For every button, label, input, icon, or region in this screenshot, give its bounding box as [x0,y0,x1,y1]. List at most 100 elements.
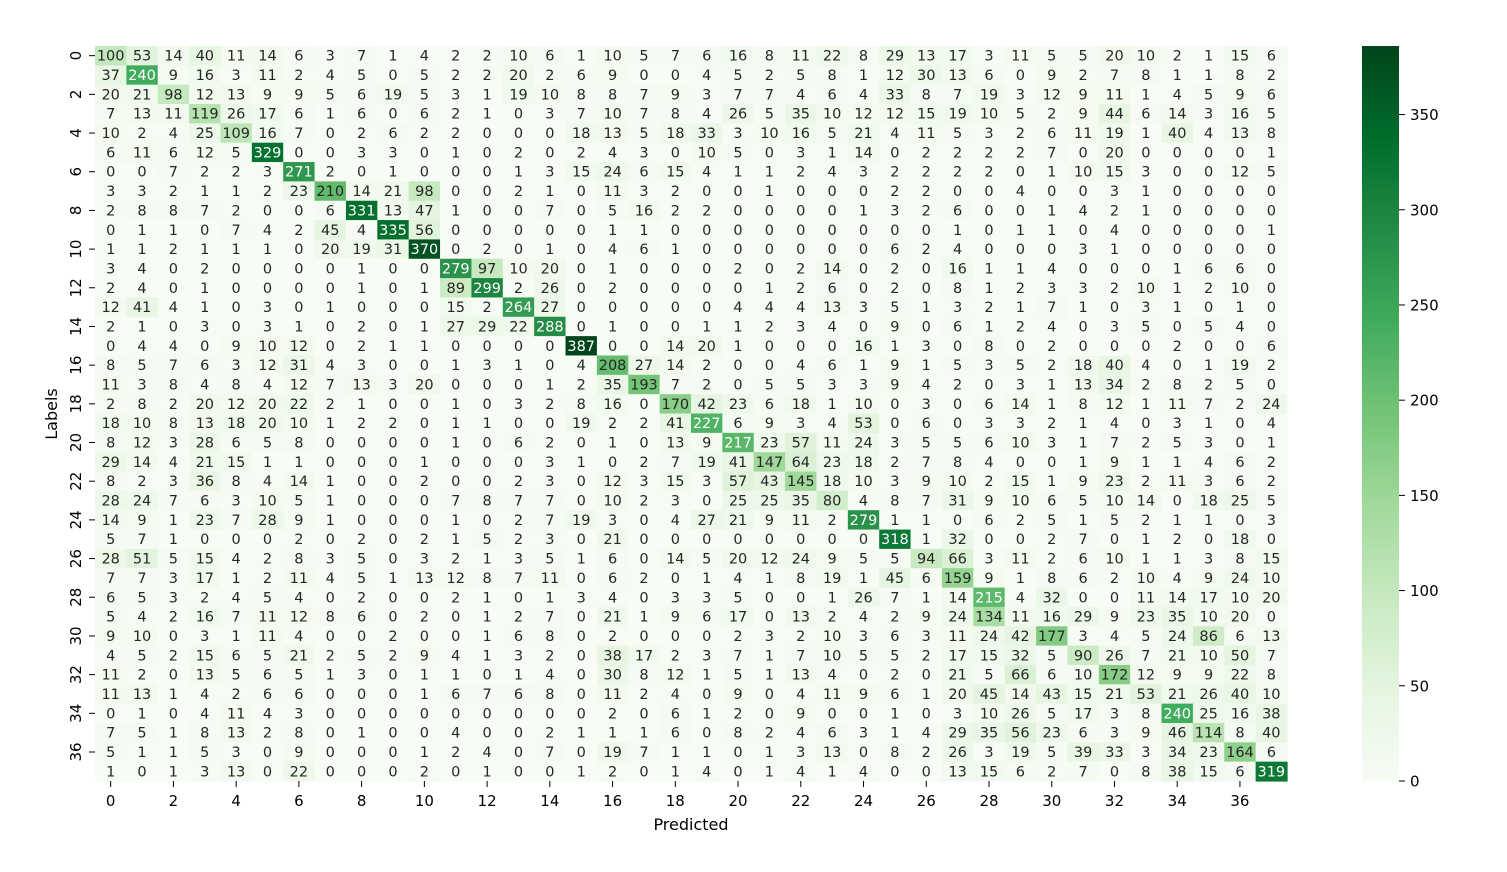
heatmap-cell [816,606,849,627]
heatmap-cell-value: 0 [671,145,680,161]
heatmap-cell-value: 4 [859,610,868,626]
heatmap-cell-value: 0 [577,474,586,490]
heatmap-cell [157,568,190,589]
heatmap-cell-value: 0 [1173,203,1182,219]
heatmap-cell-value: 31 [384,242,402,258]
heatmap-cell [1130,258,1163,279]
heatmap-cell-value: 335 [379,223,407,239]
heatmap-cell-value: 0 [232,319,241,335]
heatmap-cell [753,548,786,569]
heatmap-cell-value: 14 [352,184,370,200]
x-tick-label: 22 [791,792,810,810]
heatmap-cell [659,239,692,260]
heatmap-cell [973,200,1006,221]
heatmap-cell [879,413,912,434]
heatmap-cell [1004,452,1037,473]
heatmap-cell [1255,510,1288,531]
heatmap-cell-value: 2 [1173,532,1182,548]
heatmap-cell [157,606,190,627]
heatmap-cell [628,46,661,66]
heatmap-cell-value: 3 [514,552,523,568]
heatmap-cell-value: 2 [169,610,178,626]
heatmap-cell-value: 2 [106,319,115,335]
x-tick-label: 0 [106,792,116,810]
heatmap-cell [722,374,755,395]
y-tick-label: 20 [67,433,85,452]
heatmap-cell-value: 10 [1105,552,1123,568]
heatmap-cell [847,374,880,395]
heatmap-cell-value: 1 [765,764,774,780]
heatmap-cell [95,490,127,511]
x-axis-ticks: 0 2 4 6 8 10 12 14 16 18 20 22 24 26 28 30 32 34 36 [106,781,1249,810]
heatmap-cell [722,684,755,705]
heatmap-cell-value: 2 [953,165,962,181]
heatmap-cell [1036,606,1069,627]
heatmap-cell-value: 0 [326,436,335,452]
heatmap-cell-value: 4 [608,242,617,258]
heatmap-cell-value: 10 [980,107,998,123]
heatmap-cell-value: 1 [482,764,491,780]
heatmap-cell-value: 0 [577,184,586,200]
heatmap-cell [1161,200,1194,221]
heatmap-cell [565,490,598,511]
heatmap-cell [157,529,190,550]
heatmap-cell [753,742,786,763]
heatmap-cell-value: 0 [482,668,491,684]
heatmap-cell-value: 9 [828,552,837,568]
heatmap-cell-value: 1 [1267,223,1276,239]
heatmap-cell [596,490,629,511]
heatmap-cell-value: 13 [227,726,245,742]
heatmap-cell-value: 2 [1235,397,1244,413]
heatmap-cell [377,297,410,318]
heatmap-cell-value: 0 [451,610,460,626]
heatmap-cell-value: 0 [702,532,711,548]
heatmap-cell [502,413,535,434]
heatmap-cell-value: 33 [1105,745,1123,761]
heatmap-cell [408,123,441,144]
heatmap-cell [95,413,127,434]
heatmap-cell [1192,200,1225,221]
heatmap-cell [283,297,316,318]
heatmap-cell-value: 34 [1168,745,1186,761]
heatmap-cell [596,510,629,531]
heatmap-cell [659,626,692,647]
heatmap-cell-value: 4 [796,687,805,703]
heatmap-cell [941,432,974,453]
heatmap-cell-value: 215 [975,590,1003,606]
heatmap-cell [816,529,849,550]
heatmap-cell [879,742,912,763]
heatmap-cell-value: 6 [1141,107,1150,123]
heatmap-cell-value: 90 [1074,648,1092,664]
heatmap-cell-value: 2 [890,455,899,471]
heatmap-cell [1036,722,1069,743]
heatmap-cell [659,568,692,589]
heatmap-cell-value: 11 [1011,49,1029,65]
heatmap-cell [1161,684,1194,705]
heatmap-cell-value: 0 [1173,242,1182,258]
heatmap-cell [345,297,378,318]
heatmap-cell-value: 2 [922,203,931,219]
heatmap-cell [659,374,692,395]
heatmap-cell [534,374,567,395]
heatmap-cell-value: 2 [1267,474,1276,490]
heatmap-cell-value: 2 [545,397,554,413]
heatmap-cell [471,568,504,589]
heatmap-cell-value: 5 [200,745,209,761]
heatmap-cell-value: 19 [1231,358,1249,374]
heatmap-cell-value: 11 [1011,610,1029,626]
heatmap-cell-value: 0 [388,358,397,374]
heatmap-cell-value: 45 [980,687,998,703]
heatmap-cell [345,490,378,511]
heatmap-cell [471,220,504,241]
heatmap-cell [753,258,786,279]
heatmap-cell [1192,297,1225,318]
heatmap-cell [691,761,723,782]
heatmap-cell [1192,46,1225,66]
heatmap-cell-value: 5 [357,571,366,587]
heatmap-cell [816,626,849,647]
heatmap-cell-value: 3 [890,474,899,490]
heatmap-cell [534,123,567,144]
heatmap-cell [1004,394,1037,415]
heatmap-cell-value: 0 [420,358,429,374]
